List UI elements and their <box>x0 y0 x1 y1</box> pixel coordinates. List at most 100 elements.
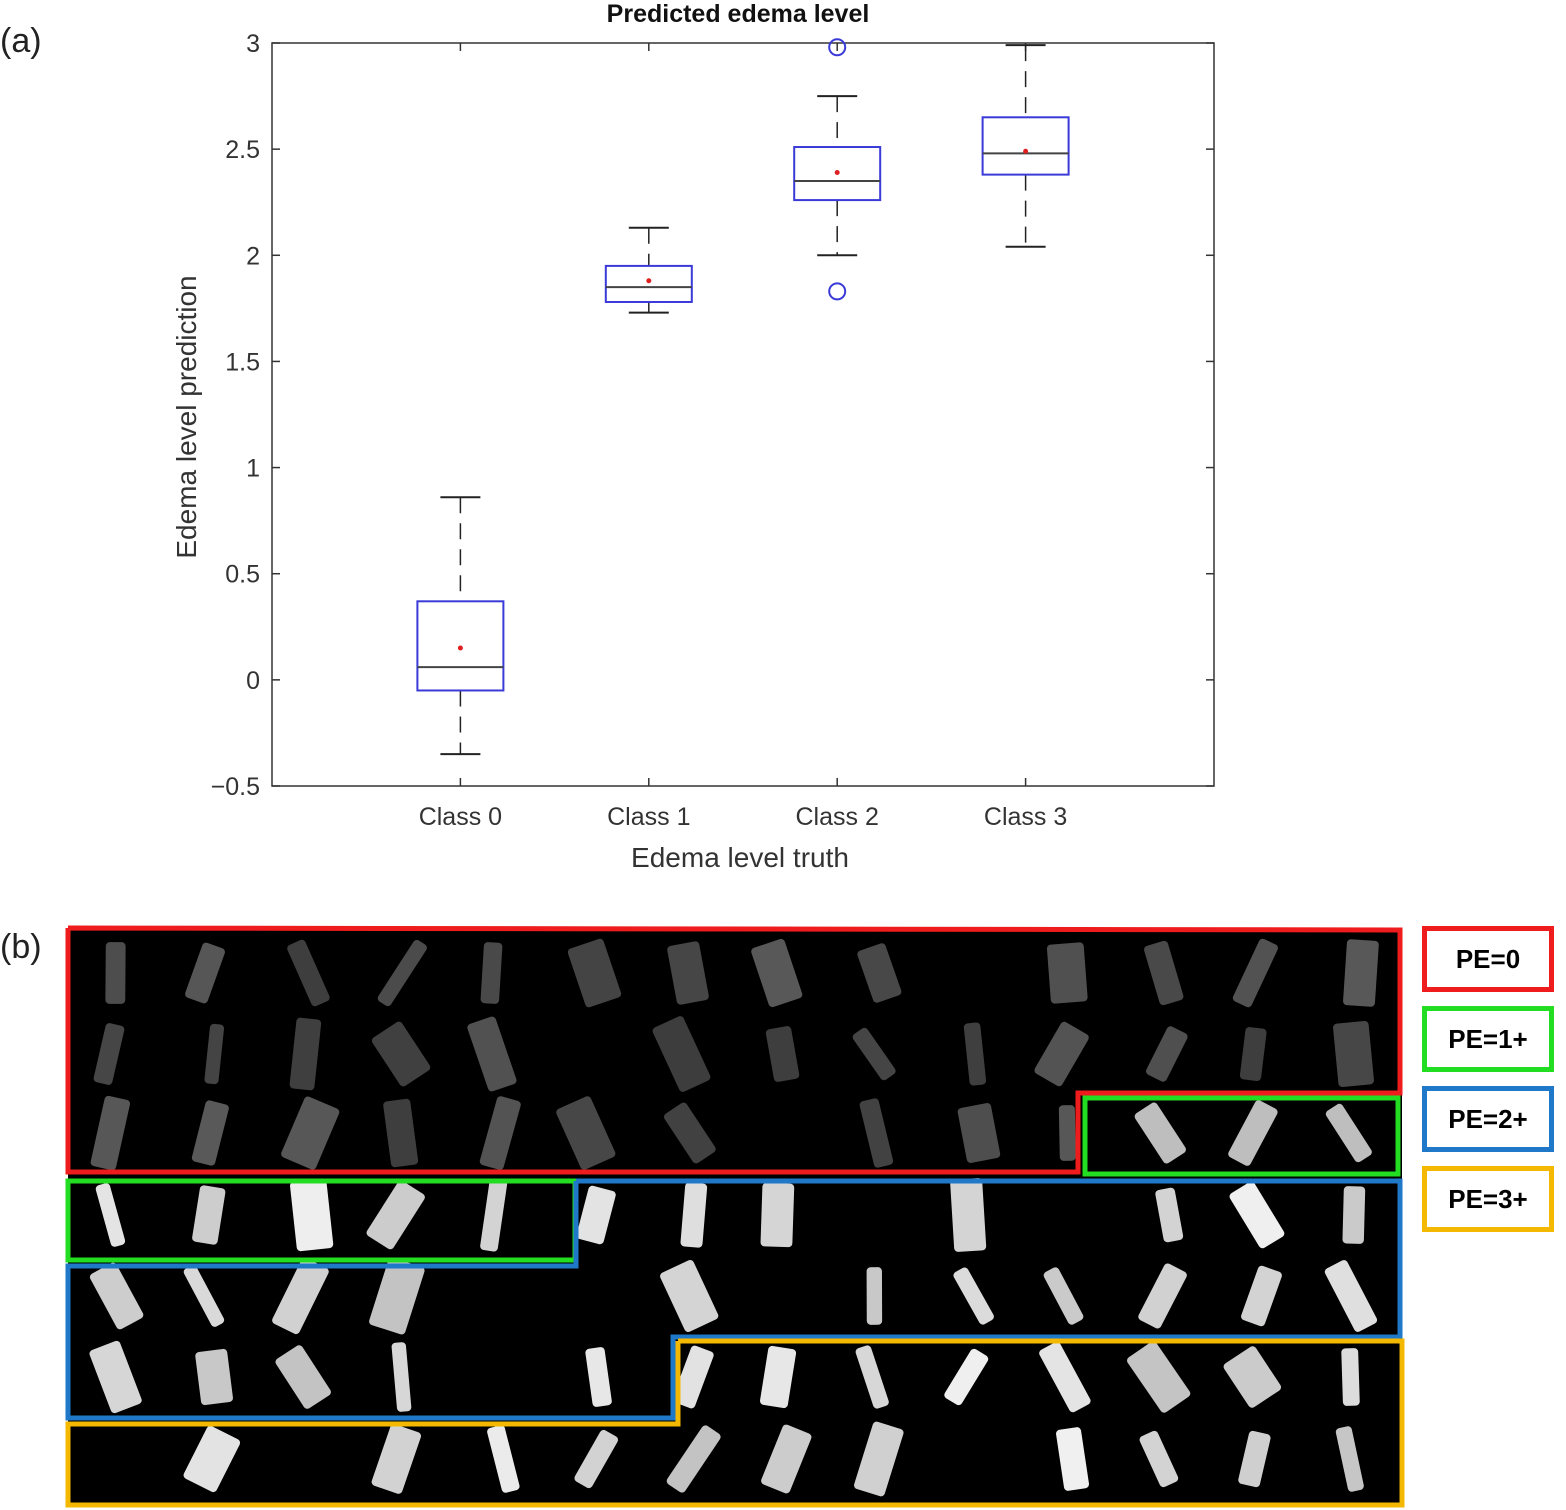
skin-patch-tile <box>866 1267 883 1325</box>
x-axis: Class 0 Class 1 Class 2 Class 3 <box>419 43 1067 831</box>
skin-patch-tile <box>1046 942 1088 1004</box>
skin-patch-tile <box>191 1100 229 1166</box>
skin-patch-tile <box>185 942 225 1004</box>
skin-patch-tile <box>204 1023 225 1085</box>
mean-marker <box>457 645 463 651</box>
skin-patch-tile <box>765 1026 800 1082</box>
box-series <box>416 38 1070 756</box>
skin-patch-tile <box>556 1096 616 1170</box>
skin-patch-tile <box>1138 1263 1187 1329</box>
skin-patch-tile <box>1034 1021 1089 1087</box>
skin-patch-tile <box>366 1180 425 1250</box>
skin-patch-tile <box>1232 938 1278 1008</box>
group-outline-pe0 <box>65 925 1403 1175</box>
skin-patch-tile <box>487 1425 520 1493</box>
y-tick-label: 0.5 <box>225 561 260 589</box>
legend-pe1-label: PE=1+ <box>1448 1023 1528 1054</box>
skin-patch-tile <box>480 942 503 1004</box>
box-class-1 <box>604 226 693 314</box>
skin-patch-tile <box>1039 1341 1091 1413</box>
skin-patch-tile <box>89 1262 144 1330</box>
skin-patch-tile <box>963 1022 987 1086</box>
skin-patch-tile <box>652 1016 711 1092</box>
y-tick-label: −0.5 <box>211 773 260 801</box>
skin-patch-tile <box>391 1342 412 1412</box>
x-tick-label: Class 2 <box>796 803 879 831</box>
skin-patch-tile <box>289 1017 322 1091</box>
legend-pe3-label: PE=3+ <box>1448 1183 1528 1214</box>
skin-patch-tile <box>672 1345 714 1409</box>
group-outlines <box>65 925 1405 1508</box>
iqr-box <box>604 264 693 303</box>
skin-patch-tile <box>105 942 126 1004</box>
y-tick-label: 1.5 <box>225 348 260 376</box>
skin-patch-tile <box>944 1348 989 1406</box>
iqr-box <box>793 146 882 202</box>
box-class-0 <box>416 496 505 756</box>
skin-patch-tile <box>275 1345 331 1409</box>
skin-patch-tile <box>567 938 622 1008</box>
skin-patch-tile <box>1043 1267 1084 1325</box>
skin-patch-tile <box>957 1103 1001 1163</box>
skin-patch-tile <box>666 1425 721 1493</box>
skin-patch-tile <box>1341 1348 1360 1406</box>
skin-patch-tile <box>953 1267 994 1325</box>
skin-patch-tile <box>195 1348 233 1406</box>
skin-patch-tile <box>1144 940 1184 1006</box>
skin-patch-tile <box>1324 1260 1378 1332</box>
legend-pe2-label: PE=2+ <box>1448 1103 1528 1134</box>
skin-patch-tile <box>1146 1026 1188 1082</box>
skin-patch-tile <box>377 939 427 1007</box>
skin-patch-tile <box>759 1345 797 1409</box>
iqr-box <box>981 116 1070 176</box>
skin-patch-tile <box>287 939 330 1007</box>
skin-patch-tile <box>89 1340 142 1414</box>
x-tick-label: Class 0 <box>419 803 502 831</box>
group-outline-pe1-top <box>1082 1095 1401 1177</box>
skin-patch-tile <box>479 1096 521 1170</box>
skin-patch-tile <box>480 1178 508 1252</box>
skin-patch-tile <box>90 1095 131 1171</box>
skin-patch-tile <box>1223 1346 1282 1408</box>
x-tick-label: Class 1 <box>607 803 690 831</box>
box-plot-chart: Predicted edema level −0.500.511.522.53 … <box>171 0 1215 873</box>
box-class-3 <box>981 44 1070 248</box>
skin-patch-tile <box>192 1185 226 1245</box>
skin-patch-tile <box>1139 1430 1179 1488</box>
skin-patch-tile <box>854 1421 904 1497</box>
mean-marker <box>834 169 840 175</box>
skin-patch-tile <box>857 943 902 1003</box>
y-axis: −0.5 0 0.5 1 1.5 2 2.5 3 <box>211 30 1214 801</box>
skin-patch-tile <box>93 1023 125 1085</box>
panel-a-label: (a) <box>0 22 42 60</box>
skin-patch-tile <box>1228 1100 1278 1166</box>
skin-patch-tile <box>383 1098 419 1168</box>
skin-patch-tile <box>467 1016 517 1092</box>
group-outline-pe2 <box>65 1178 1403 1421</box>
skin-patch-tile <box>290 1178 334 1252</box>
outlier-marker <box>828 38 847 57</box>
skin-patch-tile <box>1127 1341 1191 1413</box>
skin-patch-tile <box>1342 1186 1366 1244</box>
skin-patch-tile <box>183 1425 241 1493</box>
skin-patch-tile <box>663 1102 716 1164</box>
skin-patch-tile <box>950 1178 987 1252</box>
skin-patch-tile <box>95 1183 126 1247</box>
skin-patch-tile <box>371 1424 422 1494</box>
y-tick-label: 1 <box>246 455 260 483</box>
box-class-2 <box>793 38 882 301</box>
skin-patch-tile <box>660 1260 719 1332</box>
skin-patch-tile <box>576 1185 616 1245</box>
mosaic-tiles <box>89 938 1379 1497</box>
skin-patch-tile <box>680 1182 708 1248</box>
chart-title: Predicted edema level <box>607 0 870 28</box>
skin-patch-tile <box>667 941 709 1005</box>
skin-patch-tile <box>760 1182 795 1248</box>
skin-patch-tile <box>574 1429 618 1489</box>
skin-patch-tile <box>1056 1427 1090 1491</box>
y-tick-label: 2.5 <box>225 136 260 164</box>
mean-marker <box>646 278 652 284</box>
skin-patch-tile <box>1239 1027 1267 1081</box>
skin-patch-tile <box>371 1021 431 1087</box>
